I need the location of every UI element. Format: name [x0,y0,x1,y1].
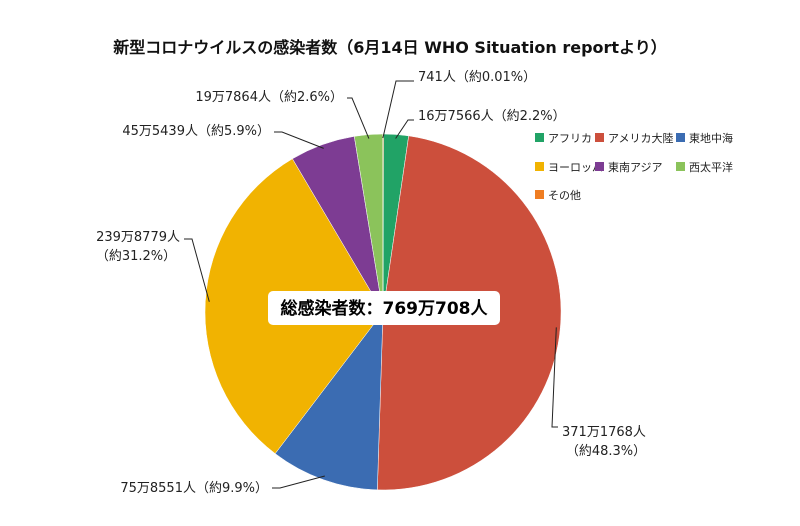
legend-label-ヨーロッパ: ヨーロッパ [548,161,603,174]
leader-line-アメリカ大陸 [551,327,558,428]
data-label-アメリカ大陸: 371万1768人 [562,425,646,440]
legend-swatch-東地中海 [676,133,685,142]
data-label-アフリカ: 16万7566人（約2.2%） [418,109,566,124]
legend-swatch-その他 [535,190,544,199]
legend-label-東南アジア: 東南アジア [608,161,663,174]
legend-label-アメリカ大陸: アメリカ大陸 [608,131,673,145]
legend-swatch-東南アジア [595,162,604,171]
legend-label-西太平洋: 西太平洋 [689,160,733,174]
legend-label-東地中海: 東地中海 [689,131,733,145]
leader-lines [184,80,558,489]
legend-label-その他: その他 [548,189,581,202]
total-callout-box [268,291,500,325]
leader-line-アフリカ [395,119,414,139]
data-labels: 16万7566人（約2.2%） 371万1768人 （約48.3%） 75万8551人… [96,70,646,496]
data-label-アメリカ大陸: （約48.3%） [566,444,646,459]
data-label-東南アジア: 45万5439人（約5.9%） [122,124,270,139]
data-label-ヨーロッパ: （約31.2%） [96,249,176,264]
legend-swatch-アメリカ大陸 [595,133,604,142]
legend-swatch-アフリカ [535,133,544,142]
leader-line-東南アジア [274,131,324,149]
data-label-ヨーロッパ: 239万8779人 [96,230,180,245]
total-callout-text: 総感染者数：769万708人 [281,298,489,319]
leader-line-東地中海 [272,475,325,489]
legend-swatch-ヨーロッパ [535,162,544,171]
pie-slice-東地中海 [274,311,384,491]
data-label-その他: 741人（約0.01%） [418,70,536,85]
data-label-西太平洋: 19万7864人（約2.6%） [195,90,343,105]
leader-line-西太平洋 [347,97,370,139]
legend-label-アフリカ: アフリカ [548,132,592,145]
legend-swatch-西太平洋 [676,162,685,171]
total-callout: 総感染者数：769万708人 [268,291,500,325]
chart-title: 新型コロナウイルスの感染者数（6月14日 WHO Situation repor… [113,38,667,57]
leader-line-ヨーロッパ [184,238,210,302]
leader-line-その他 [382,80,414,139]
data-label-東地中海: 75万8551人（約9.9%） [120,481,268,496]
